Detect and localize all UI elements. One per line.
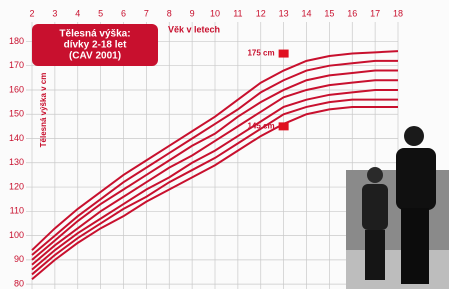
- x-tick-label: 4: [75, 8, 80, 18]
- y-tick-label: 110: [10, 206, 24, 216]
- page: Tělesná výška: dívky 2-18 let (CAV 2001)…: [0, 0, 449, 289]
- y-tick-label: 140: [9, 133, 24, 143]
- annotation-marker: [279, 122, 289, 130]
- x-tick-label: 12: [256, 8, 266, 18]
- x-tick-label: 11: [233, 8, 242, 18]
- photo-child-legs: [365, 230, 385, 280]
- photo-teen-legs: [401, 208, 429, 284]
- annotation-marker: [279, 50, 289, 58]
- x-tick-label: 17: [370, 8, 380, 18]
- x-tick-label: 15: [324, 8, 334, 18]
- photo-teen-body: [396, 148, 436, 210]
- annotation-label: 175 cm: [247, 49, 274, 58]
- y-tick-label: 150: [9, 109, 24, 119]
- y-tick-label: 160: [9, 84, 24, 94]
- title-line: (CAV 2001): [69, 51, 121, 62]
- y-tick-label: 90: [14, 254, 24, 264]
- photo-child-body: [362, 184, 388, 230]
- annotation-label: 145 cm: [247, 121, 274, 130]
- x-tick-label: 7: [144, 8, 149, 18]
- y-axis-label: Tělesná výška v cm: [39, 73, 48, 148]
- photo-floor: [346, 250, 449, 289]
- chart: Tělesná výška: dívky 2-18 let (CAV 2001)…: [0, 0, 449, 289]
- y-tick-label: 130: [9, 157, 24, 167]
- x-tick-label: 16: [347, 8, 357, 18]
- x-tick-label: 2: [29, 8, 34, 18]
- x-tick-label: 5: [98, 8, 103, 18]
- y-tick-label: 80: [14, 279, 24, 289]
- photo-child-head: [367, 167, 383, 183]
- y-tick-label: 100: [9, 230, 24, 240]
- x-tick-label: 6: [121, 8, 126, 18]
- x-tick-label: 9: [190, 8, 195, 18]
- x-tick-label: 18: [393, 8, 403, 18]
- x-axis-label: Věk v letech: [168, 24, 220, 34]
- photo-teen-head: [404, 126, 424, 146]
- title-line: Tělesná výška:: [59, 29, 130, 40]
- x-tick-label: 14: [301, 8, 311, 18]
- title-line: dívky 2-18 let: [64, 40, 127, 51]
- x-tick-label: 10: [210, 8, 220, 18]
- x-tick-label: 8: [167, 8, 172, 18]
- x-tick-label: 3: [52, 8, 57, 18]
- x-tick-label: 13: [279, 8, 289, 18]
- y-tick-label: 120: [9, 181, 24, 191]
- y-tick-label: 180: [9, 36, 24, 46]
- y-tick-label: 170: [9, 60, 24, 70]
